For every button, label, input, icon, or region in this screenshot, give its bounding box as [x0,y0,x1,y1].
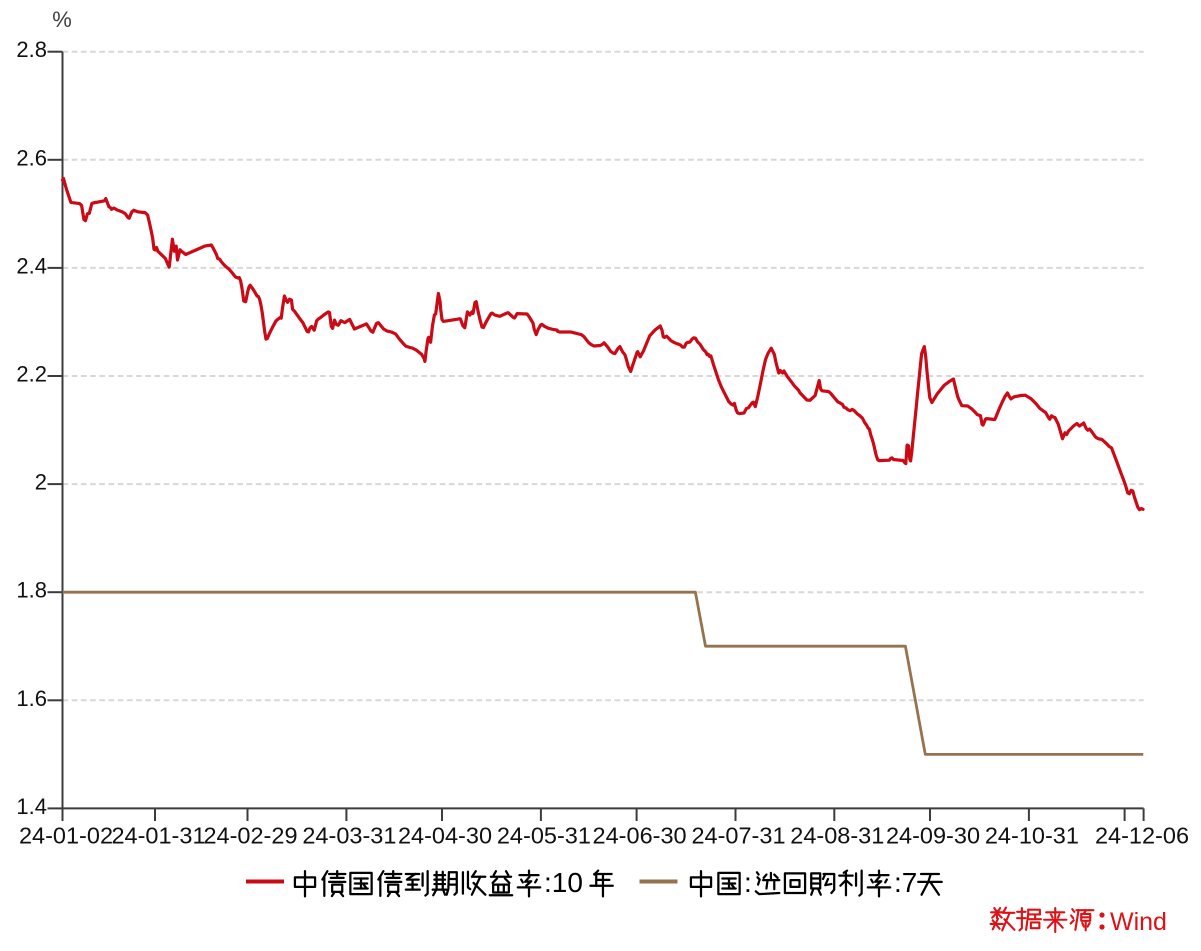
svg-text:1.6: 1.6 [16,686,47,711]
svg-text::: : [744,867,752,898]
svg-text:2.2: 2.2 [16,362,47,387]
svg-text:24-10-31: 24-10-31 [985,823,1079,849]
svg-text:1.8: 1.8 [16,578,47,603]
svg-text::7: :7 [894,867,917,898]
svg-text:24-05-31: 24-05-31 [497,823,591,849]
svg-text:2.8: 2.8 [16,37,47,62]
svg-text:2.4: 2.4 [16,253,47,278]
svg-text:%: % [52,7,72,32]
svg-text:24-12-06: 24-12-06 [1095,823,1189,849]
svg-text:Wind: Wind [1110,908,1167,936]
svg-text:2.6: 2.6 [16,145,47,170]
svg-text:24-01-31: 24-01-31 [111,823,205,849]
svg-text:1.4: 1.4 [16,794,47,819]
svg-text:24-02-29: 24-02-29 [203,823,297,849]
svg-text:24-01-02: 24-01-02 [19,823,113,849]
svg-text:24-06-30: 24-06-30 [593,823,687,849]
svg-text:24-04-30: 24-04-30 [398,823,492,849]
svg-text:24-09-30: 24-09-30 [886,823,980,849]
svg-text:24-03-31: 24-03-31 [302,823,396,849]
svg-text::10: :10 [544,867,583,898]
svg-text:24-08-31: 24-08-31 [790,823,884,849]
svg-text:24-07-31: 24-07-31 [691,823,785,849]
svg-text:2: 2 [35,470,47,495]
